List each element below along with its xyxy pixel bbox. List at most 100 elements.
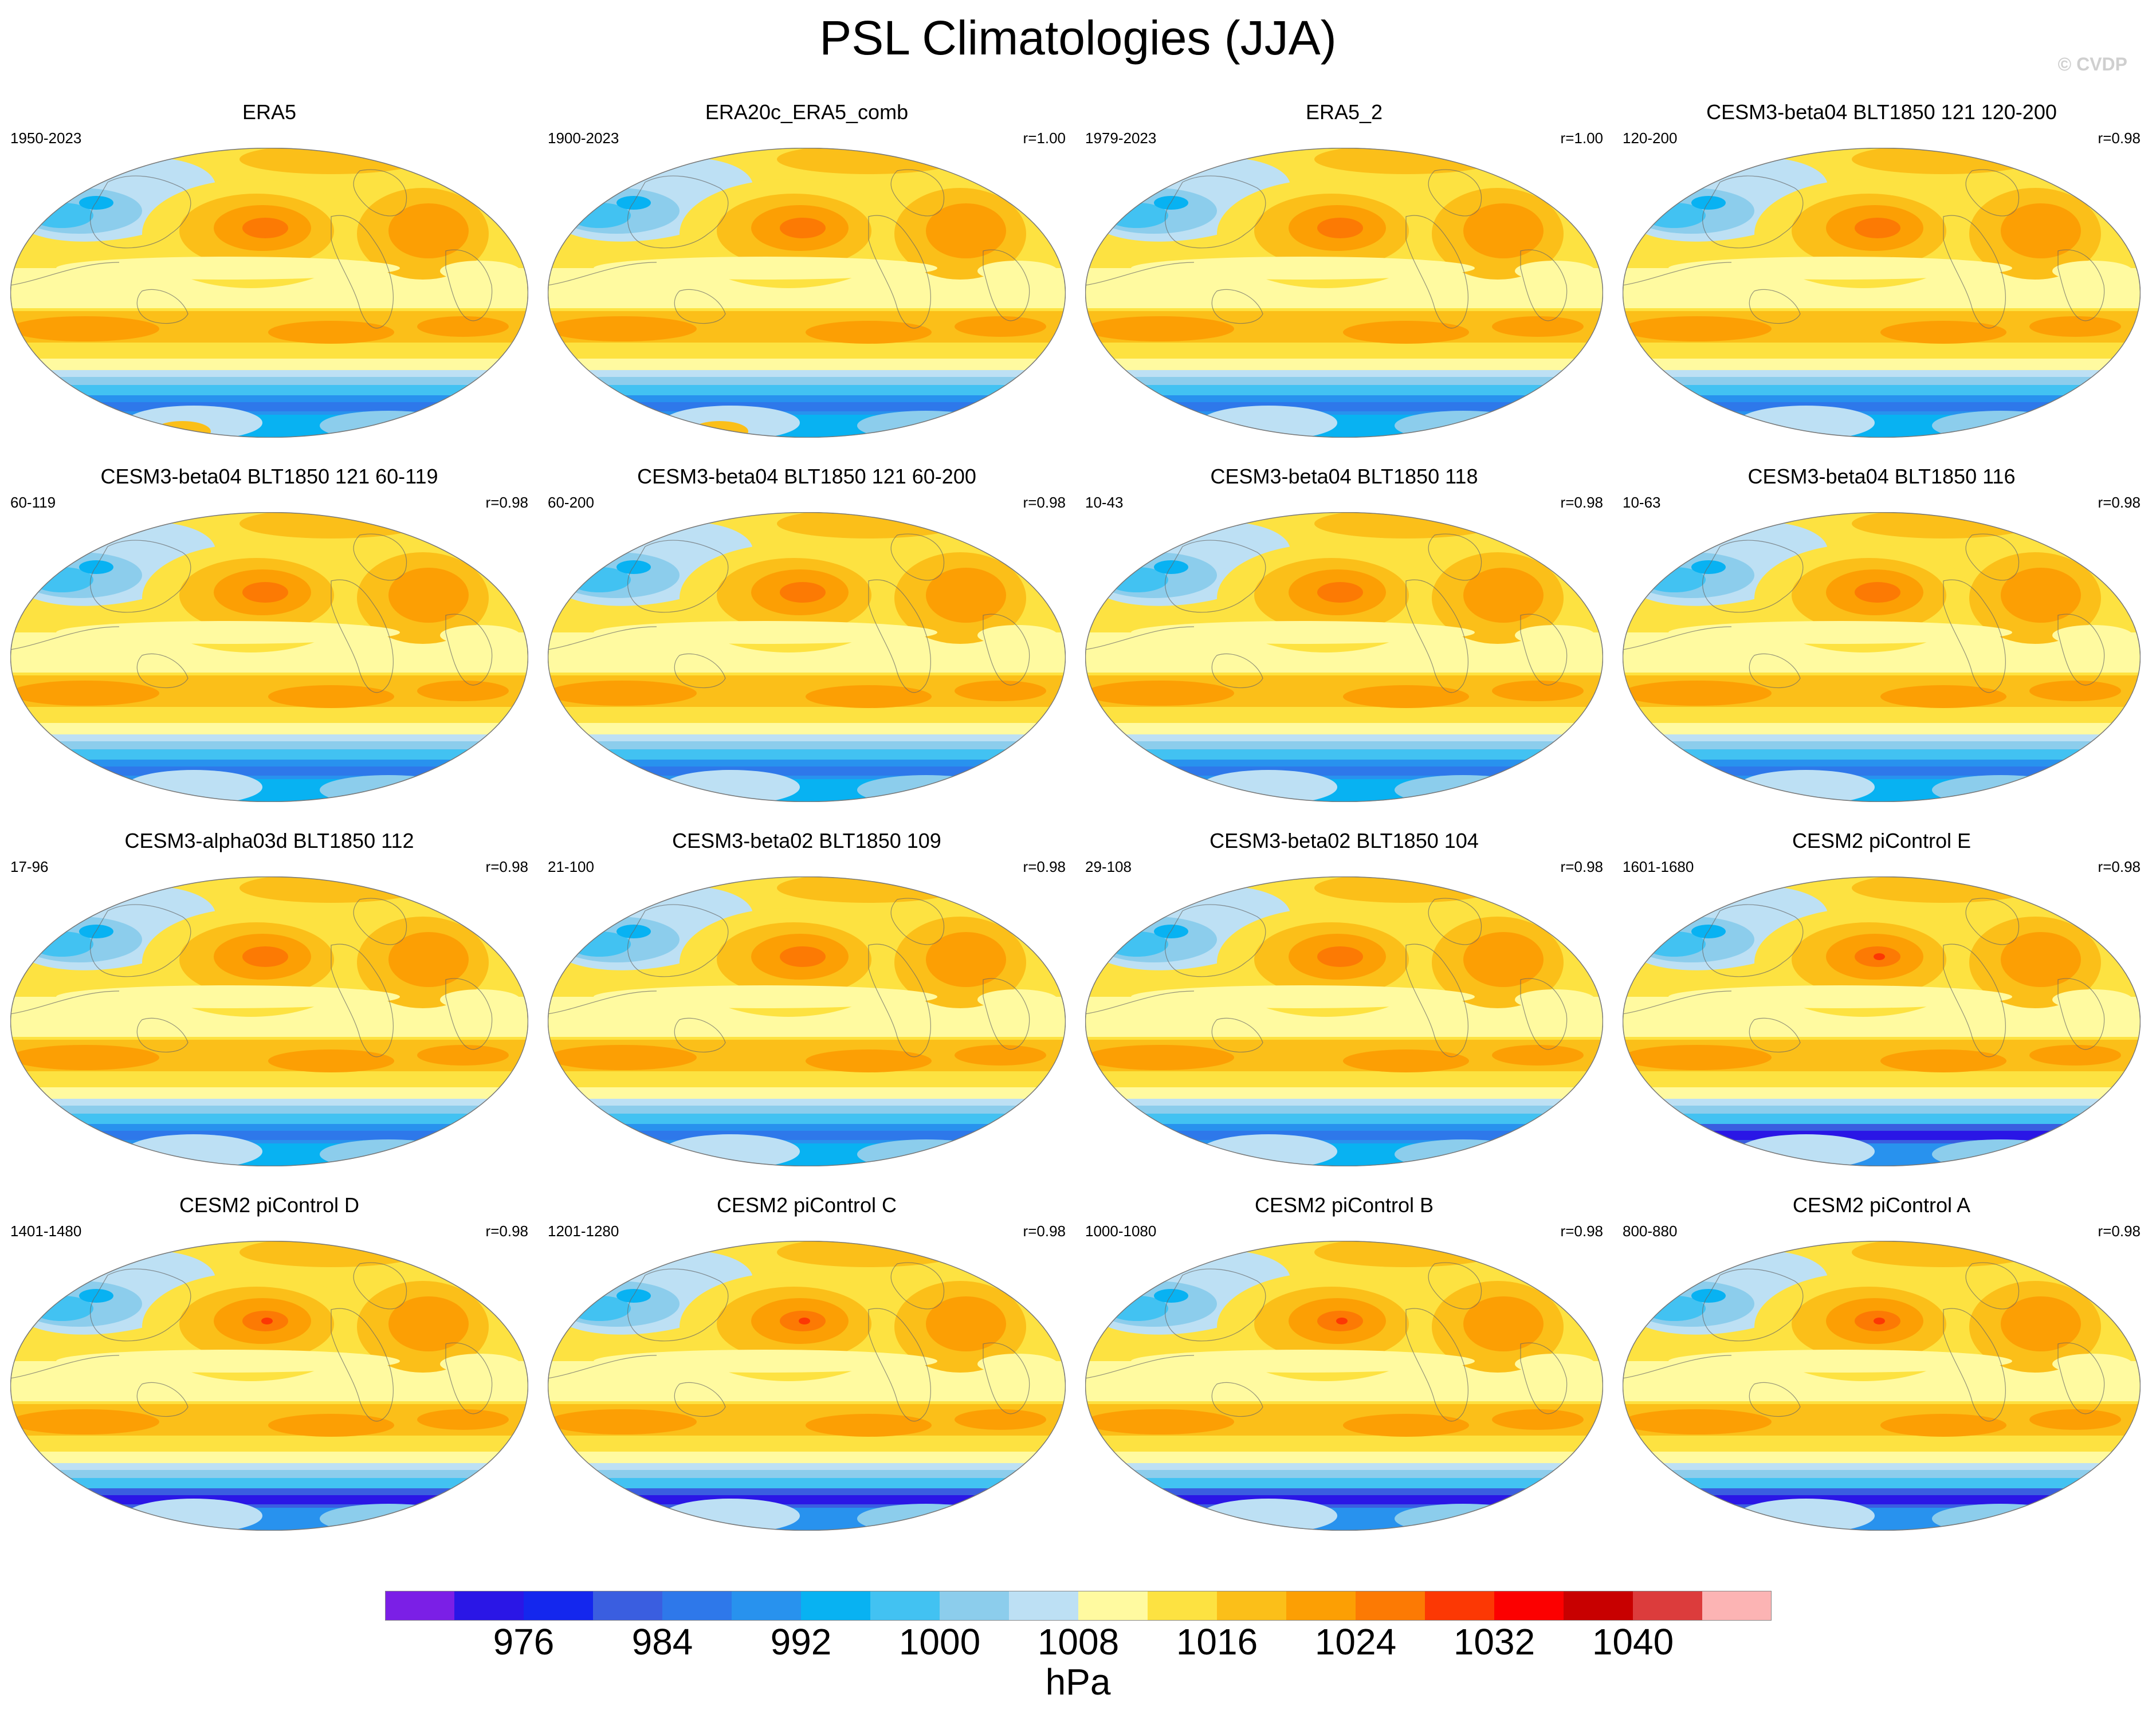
colorbar-swatch — [662, 1591, 732, 1621]
map-panel: CESM3-beta02 BLT1850 104 29-108 r=0.98 — [1081, 828, 1608, 1169]
pressure-band — [548, 1470, 1066, 1480]
pressure-contour — [1623, 316, 1772, 341]
psl-map — [10, 1240, 529, 1531]
panel-correlation: r=0.98 — [485, 858, 528, 875]
pressure-contour — [1668, 1350, 2012, 1373]
pressure-contour — [799, 1318, 810, 1324]
pressure-band — [10, 1143, 528, 1166]
panel-years: 60-200 — [548, 494, 594, 511]
pressure-band — [1623, 779, 2141, 802]
pressure-band — [10, 385, 528, 398]
panel-title: CESM3-beta04 BLT1850 121 60-200 — [637, 465, 976, 488]
pressure-contour — [1880, 685, 2006, 708]
pressure-contour — [548, 1409, 697, 1434]
panel-map — [10, 512, 529, 805]
pressure-contour — [616, 196, 651, 210]
panel-years: 1979-2023 — [1085, 129, 1157, 147]
pressure-contour — [1343, 1414, 1469, 1437]
panel-years: 1900-2023 — [548, 129, 619, 147]
pressure-band — [1623, 1131, 2141, 1140]
pressure-contour — [594, 257, 937, 280]
panel-map — [10, 876, 529, 1169]
psl-map — [1085, 147, 1604, 438]
pressure-contour — [56, 1350, 400, 1373]
pressure-contour — [2001, 932, 2081, 987]
panel-title: CESM2 piControl E — [1792, 829, 1972, 852]
pressure-contour — [388, 932, 469, 987]
map-panel: ERA20c_ERA5_comb 1900-2023 r=1.00 — [543, 100, 1070, 438]
pressure-band — [1085, 1131, 1603, 1140]
map-panel: CESM3-alpha03d BLT1850 112 17-96 r=0.98 — [6, 828, 533, 1169]
pressure-contour — [548, 681, 697, 706]
panel-correlation: r=0.98 — [2098, 494, 2141, 511]
pressure-band — [10, 1508, 528, 1531]
pressure-contour — [1855, 218, 1900, 238]
panel-correlation: r=0.98 — [2098, 1222, 2141, 1240]
pressure-contour — [1515, 1354, 1595, 1374]
pressure-contour — [440, 989, 520, 1010]
panel-years: 60-119 — [10, 494, 56, 511]
coastlines — [10, 533, 493, 693]
pressure-contour — [926, 203, 1006, 258]
coastlines — [1085, 898, 1568, 1058]
panel-title: ERA5 — [242, 100, 297, 124]
colorbar — [385, 1591, 1772, 1621]
pressure-band — [548, 1143, 1066, 1166]
pressure-contour — [1085, 681, 1234, 706]
pressure-contour — [79, 560, 113, 574]
pressure-contour — [1515, 625, 1595, 646]
pressure-contour — [56, 985, 400, 1008]
pressure-contour — [1317, 582, 1363, 603]
pressure-band — [548, 385, 1066, 398]
pressure-band — [548, 377, 1066, 387]
pressure-contour — [1492, 316, 1584, 337]
map-panel: CESM3-beta04 BLT1850 121 120-200 120-200 r… — [1618, 100, 2145, 438]
panel-title: CESM2 piControl D — [179, 1193, 360, 1217]
pressure-contour — [1463, 1296, 1544, 1351]
pressure-band — [548, 707, 1066, 725]
pressure-contour — [977, 261, 1058, 281]
pressure-band — [10, 1478, 528, 1491]
pressure-contour — [440, 625, 520, 646]
coastlines — [10, 898, 493, 1058]
colorbar-swatch — [940, 1591, 1010, 1621]
psl-map — [547, 876, 1066, 1167]
pressure-contour — [1463, 932, 1544, 987]
psl-map — [1622, 876, 2141, 1167]
panel-map — [547, 512, 1066, 805]
pressure-contour — [1623, 1045, 1772, 1070]
pressure-contour — [268, 1414, 394, 1437]
psl-map — [10, 147, 529, 438]
map-panel: CESM3-beta04 BLT1850 116 10-63 r=0.98 — [1618, 464, 2145, 803]
panel-map — [1622, 147, 2141, 441]
pressure-band — [548, 1508, 1066, 1531]
pressure-band — [1085, 707, 1603, 725]
panel-years: 800-880 — [1623, 1222, 1678, 1240]
pressure-contour — [10, 1409, 159, 1434]
map-panel: CESM2 piControl A 800-880 r=0.98 — [1618, 1193, 2145, 1531]
panel-title: CESM2 piControl B — [1254, 1193, 1434, 1217]
pressure-contour — [1343, 1049, 1469, 1072]
panel-correlation: r=0.98 — [1560, 494, 1603, 511]
panel-title: CESM3-beta02 BLT1850 104 — [1209, 829, 1479, 852]
pressure-band — [10, 415, 528, 438]
pressure-contour — [10, 681, 159, 706]
panel-map — [1085, 876, 1604, 1169]
panel-correlation: r=0.98 — [2098, 858, 2141, 875]
pressure-contour — [2052, 261, 2133, 281]
colorbar-swatch — [870, 1591, 940, 1621]
pressure-band — [548, 766, 1066, 776]
psl-map — [1085, 1240, 1604, 1531]
panel-years: 1601-1680 — [1623, 858, 1694, 875]
pressure-contour — [616, 1289, 651, 1303]
panel-years: 10-43 — [1085, 494, 1124, 511]
pressure-contour — [242, 582, 288, 603]
pressure-band — [1085, 749, 1603, 762]
pressure-band — [548, 1114, 1066, 1126]
pressure-contour — [1131, 257, 1475, 280]
pressure-band — [10, 1106, 528, 1116]
pressure-contour — [2052, 989, 2133, 1010]
panel-map — [1085, 512, 1604, 805]
coastlines — [548, 533, 1030, 693]
panel-map — [1085, 1240, 1604, 1534]
